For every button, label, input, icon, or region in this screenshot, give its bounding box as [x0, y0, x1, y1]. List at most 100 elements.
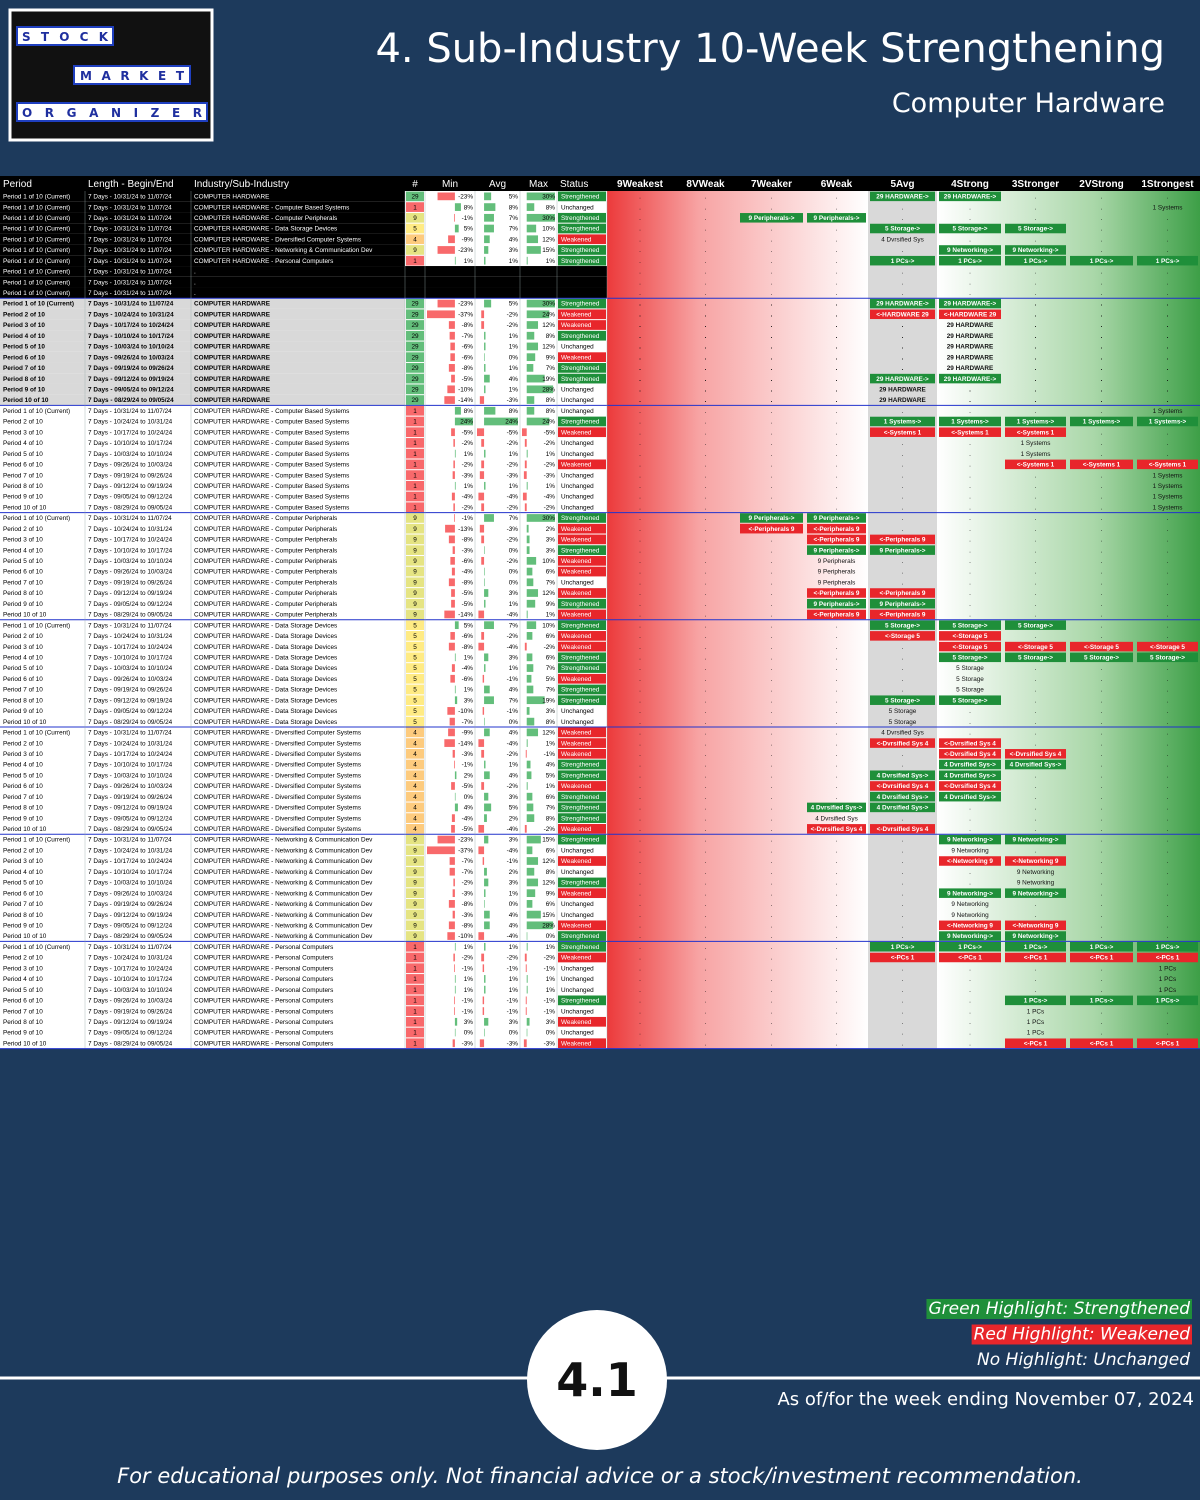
- cell: -2%: [507, 462, 519, 469]
- data-bar: [526, 192, 555, 201]
- cell: COMPUTER HARDWARE: [194, 376, 271, 383]
- strength-cell: <-Dvrsified Sys 4: [877, 740, 929, 747]
- strength-cell: .: [639, 751, 641, 758]
- data-bar: [484, 213, 494, 222]
- strength-cell: .: [771, 708, 773, 715]
- strength-cell: .: [836, 762, 838, 769]
- strength-cell: .: [705, 494, 707, 501]
- cell: -1%: [462, 1008, 474, 1015]
- data-bar: [454, 1028, 456, 1037]
- cell: Period 2 of 10: [3, 633, 43, 640]
- strength-cell: .: [1101, 665, 1103, 672]
- strength-cell: .: [1035, 236, 1037, 243]
- cell: 1%: [509, 258, 519, 265]
- cell: Period 4 of 10: [3, 655, 43, 662]
- data-bar: [526, 385, 554, 394]
- data-bar: [526, 685, 534, 694]
- cell: 7 Days - 10/17/24 to 10/24/24: [88, 537, 173, 544]
- strength-cell: .: [1167, 826, 1169, 833]
- strength-cell: .: [969, 708, 971, 715]
- strength-cell: 9 Peripherals: [818, 579, 856, 586]
- strength-cell: 5 Storage->: [885, 622, 920, 629]
- strength-cell: 9 Networking->: [1013, 890, 1059, 897]
- cell-highlight: [1137, 652, 1198, 663]
- cell: 12%: [542, 730, 555, 737]
- cell: 1: [413, 204, 417, 211]
- data-bar: [526, 364, 534, 372]
- count-cell: [406, 845, 424, 856]
- strength-cell: 9 Networking->: [947, 837, 993, 844]
- cell-highlight: [939, 245, 1001, 255]
- cell: 7 Days - 10/31/24 to 11/07/24: [88, 236, 172, 243]
- strength-cell: .: [1035, 494, 1037, 501]
- strength-cell: .: [639, 998, 641, 1005]
- cell: -5%: [507, 429, 519, 436]
- strength-cell: .: [1035, 976, 1037, 983]
- data-bar: [448, 535, 455, 544]
- status: Strengthened: [561, 772, 600, 779]
- cell: 7 Days - 10/31/24 to 11/07/24: [88, 515, 172, 522]
- data-bar: [452, 910, 455, 919]
- strength-cell: .: [705, 901, 707, 908]
- cell: Period 2 of 10: [3, 311, 45, 318]
- strength-cell: .: [771, 429, 773, 436]
- status: Weakened: [561, 633, 592, 640]
- cell: 1%: [464, 976, 474, 983]
- cell-highlight: [1005, 255, 1066, 266]
- data-bar: [526, 889, 536, 898]
- cell: Period 1 of 10 (Current): [3, 258, 70, 265]
- cell: -23%: [458, 247, 473, 254]
- cell-highlight: [1070, 459, 1133, 470]
- status: Unchanged: [561, 504, 594, 511]
- strength-cell: 1 PCs->: [1090, 998, 1114, 1005]
- strength-cell: .: [639, 762, 641, 769]
- status: Unchanged: [561, 387, 594, 394]
- strength-cell: .: [1101, 612, 1103, 619]
- data-bar: [452, 471, 455, 479]
- strength-cell: 5 Storage: [889, 719, 917, 726]
- strength-cell: .: [705, 354, 707, 361]
- status-highlight: [558, 791, 606, 802]
- cell: COMPUTER HARDWARE - Computer Based Syste…: [194, 472, 349, 479]
- strength-cell: .: [1101, 333, 1103, 340]
- strength-cell: .: [1167, 558, 1169, 565]
- cell: -8%: [462, 579, 474, 586]
- cell: 3%: [509, 590, 519, 597]
- strength-cell: .: [1035, 719, 1037, 726]
- cell: COMPUTER HARDWARE - Computer Based Syste…: [194, 419, 349, 426]
- cell-highlight: [1005, 931, 1066, 941]
- column-header: 4Strong: [951, 179, 989, 190]
- strength-cell: .: [836, 290, 838, 297]
- count-cell: [406, 791, 424, 802]
- data-bar: [526, 857, 539, 865]
- status-highlight: [558, 373, 606, 384]
- strength-cell: .: [771, 676, 773, 683]
- cell: 1: [413, 976, 417, 983]
- strength-cell: .: [1101, 472, 1103, 479]
- strength-cell: 5 Storage->: [1018, 622, 1053, 629]
- strength-cell: .: [1167, 719, 1169, 726]
- strength-cell: .: [1167, 740, 1169, 747]
- count-cell: [406, 813, 424, 823]
- strength-cell: .: [1035, 311, 1037, 318]
- cell: COMPUTER HARDWARE - Computer Based Syste…: [194, 451, 349, 458]
- status: Unchanged: [561, 204, 594, 211]
- cell-highlight: [1137, 459, 1198, 470]
- data-bar: [526, 310, 550, 319]
- status-highlight: [558, 298, 606, 309]
- strength-cell: .: [1167, 226, 1169, 233]
- cell: COMPUTER HARDWARE - Computer Peripherals: [194, 526, 337, 533]
- strength-cell: .: [902, 912, 904, 919]
- header-row: [0, 176, 1200, 191]
- strength-cell: .: [771, 772, 773, 779]
- count-cell: [406, 330, 424, 341]
- legend-entry: No Highlight: Unchanged: [977, 1350, 1190, 1370]
- strength-cell: .: [639, 344, 641, 351]
- data-bar: [481, 749, 485, 758]
- strength-cell: 9 Networking->: [1013, 837, 1059, 844]
- cell: Period 3 of 10: [3, 965, 43, 972]
- cell-highlight: [740, 523, 803, 534]
- data-bar: [454, 685, 456, 694]
- cell: 1%: [546, 976, 556, 983]
- cell: 12%: [542, 344, 555, 351]
